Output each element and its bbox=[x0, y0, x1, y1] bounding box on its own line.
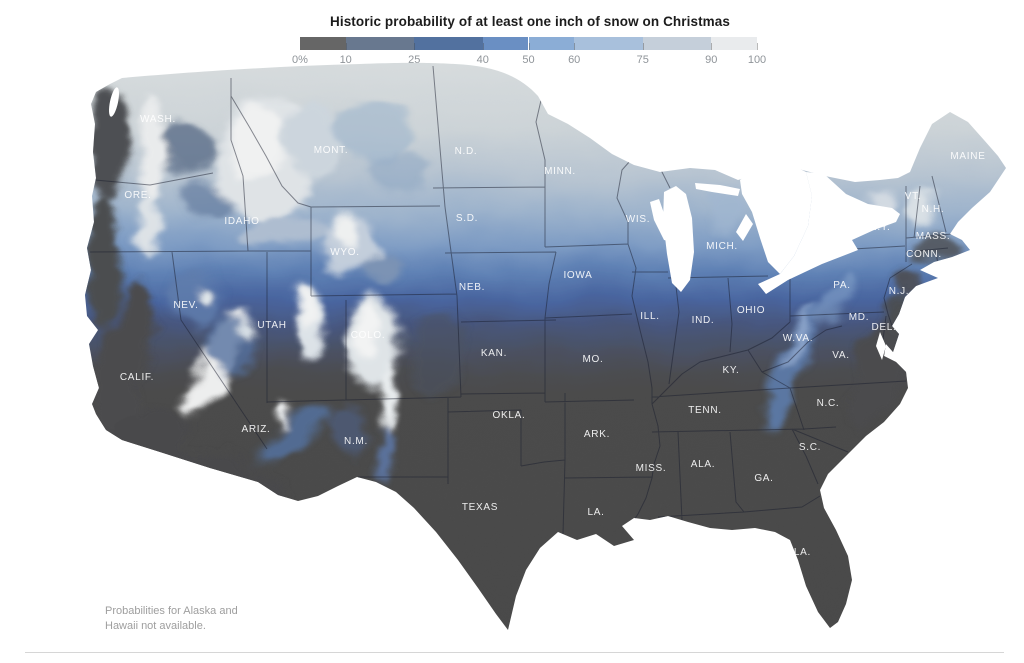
state-label: COLO. bbox=[351, 330, 386, 341]
saginaw-bay bbox=[736, 214, 753, 241]
legend-tick bbox=[528, 43, 530, 50]
state-label: N.M. bbox=[344, 436, 368, 447]
state-label: WASH. bbox=[140, 114, 176, 125]
legend-colorbar: 0% 10 25 40 50 60 75 90 100 bbox=[292, 37, 766, 66]
state-label: MAINE bbox=[950, 151, 985, 162]
state-label: PA. bbox=[833, 280, 850, 291]
state-label: UTAH bbox=[257, 320, 286, 331]
lake-erie-ontario bbox=[758, 172, 900, 294]
footnote-line1: Probabilities for Alaska and bbox=[105, 605, 238, 617]
legend-tick bbox=[574, 43, 576, 50]
green-bay bbox=[650, 199, 672, 242]
legend-tick bbox=[345, 43, 347, 50]
state-label: MD. bbox=[849, 312, 869, 323]
state-label: S.C. bbox=[799, 442, 821, 453]
chart-title: Historic probability of at least one inc… bbox=[330, 14, 730, 29]
legend-tick-label: 90 bbox=[705, 54, 718, 66]
legend-tick-label: 40 bbox=[476, 54, 489, 66]
bottom-divider bbox=[25, 652, 1004, 653]
mackinac-strait bbox=[695, 183, 740, 196]
state-label: FLA. bbox=[787, 547, 811, 558]
state-label: TEXAS bbox=[462, 502, 498, 513]
state-label: GA. bbox=[754, 473, 773, 484]
state-label: NEB. bbox=[459, 282, 485, 293]
state-label: VT. bbox=[905, 191, 922, 202]
state-label: MICH. bbox=[706, 241, 738, 252]
state-label: MINN. bbox=[544, 166, 576, 177]
state-label: ALA. bbox=[691, 459, 715, 470]
state-label: IND. bbox=[692, 315, 715, 326]
state-label: MONT. bbox=[314, 145, 349, 156]
legend-tick-label: 0% bbox=[292, 54, 308, 66]
legend-tick bbox=[642, 43, 644, 50]
state-label: N.D. bbox=[455, 146, 478, 157]
state-borders bbox=[89, 65, 953, 535]
legend-tick-label: 100 bbox=[747, 54, 767, 66]
state-label: LA. bbox=[587, 507, 604, 518]
state-label: OHIO bbox=[737, 305, 765, 316]
chesapeake-bay bbox=[876, 332, 886, 360]
legend-segment bbox=[528, 37, 575, 50]
state-label: MISS. bbox=[636, 463, 667, 474]
state-label: OKLA. bbox=[493, 410, 526, 421]
legend-tick bbox=[757, 43, 758, 50]
state-label: DEL. bbox=[871, 322, 896, 333]
state-label: S.D. bbox=[456, 213, 478, 224]
state-labels: WASH. ORE. CALIF. NEV. IDAHO UTAH ARIZ. MONT. WY… bbox=[120, 114, 985, 558]
legend-tick-label: 60 bbox=[568, 54, 581, 66]
footnote-line2: Hawaii not available. bbox=[105, 620, 206, 633]
legend-tick-label: 75 bbox=[636, 54, 649, 66]
state-label: TENN. bbox=[688, 405, 722, 416]
lake-superior bbox=[592, 112, 752, 176]
map-fill-layer bbox=[85, 62, 1006, 631]
state-label: WYO. bbox=[330, 247, 359, 258]
legend-tick-label: 10 bbox=[339, 54, 352, 66]
state-label: KY. bbox=[723, 365, 740, 376]
lake-huron bbox=[740, 162, 812, 274]
legend-tick bbox=[482, 43, 484, 50]
state-label: NEV. bbox=[173, 300, 198, 311]
state-label: ILL. bbox=[640, 311, 659, 322]
state-label: ARK. bbox=[584, 429, 610, 440]
legend-segment bbox=[414, 37, 483, 50]
puget-sound bbox=[108, 87, 120, 117]
state-label: ARIZ. bbox=[241, 424, 270, 435]
state-label: N.C. bbox=[817, 398, 840, 409]
state-label: CALIF. bbox=[120, 372, 154, 383]
legend-segment bbox=[574, 37, 643, 50]
state-label: KAN. bbox=[481, 348, 507, 359]
state-label: MO. bbox=[583, 354, 604, 365]
state-label: N.J. bbox=[889, 286, 910, 297]
state-label: WIS. bbox=[626, 214, 650, 225]
legend-segment bbox=[345, 37, 415, 50]
legend-tick bbox=[711, 43, 713, 50]
great-lakes bbox=[108, 87, 900, 360]
legend-segment bbox=[482, 37, 529, 50]
state-label: IOWA bbox=[563, 270, 592, 281]
legend-tick-label: 50 bbox=[522, 54, 535, 66]
state-label: N.H. bbox=[922, 204, 945, 215]
legend-tick bbox=[414, 43, 416, 50]
state-label: ORE. bbox=[124, 190, 151, 201]
legend-segment bbox=[300, 37, 346, 50]
state-label: W.VA. bbox=[783, 333, 814, 344]
legend-segment bbox=[711, 37, 757, 50]
lake-michigan bbox=[663, 186, 694, 292]
state-label: IDAHO bbox=[224, 216, 259, 227]
state-label: N.Y. bbox=[870, 222, 891, 233]
state-label: VA. bbox=[832, 350, 849, 361]
footnote: Probabilities for Alaska and Hawaii not … bbox=[105, 604, 238, 635]
state-label: MASS. bbox=[916, 231, 951, 242]
legend-segment bbox=[642, 37, 712, 50]
state-label: CONN. bbox=[906, 249, 942, 260]
